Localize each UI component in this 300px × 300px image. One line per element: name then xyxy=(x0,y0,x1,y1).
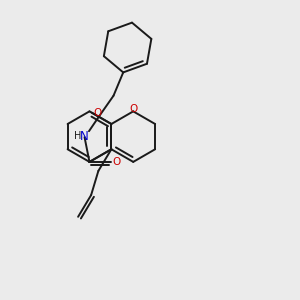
Text: O: O xyxy=(93,108,101,118)
Text: H: H xyxy=(74,131,82,141)
Text: O: O xyxy=(129,104,137,114)
Text: N: N xyxy=(80,130,89,143)
Text: O: O xyxy=(112,157,120,167)
